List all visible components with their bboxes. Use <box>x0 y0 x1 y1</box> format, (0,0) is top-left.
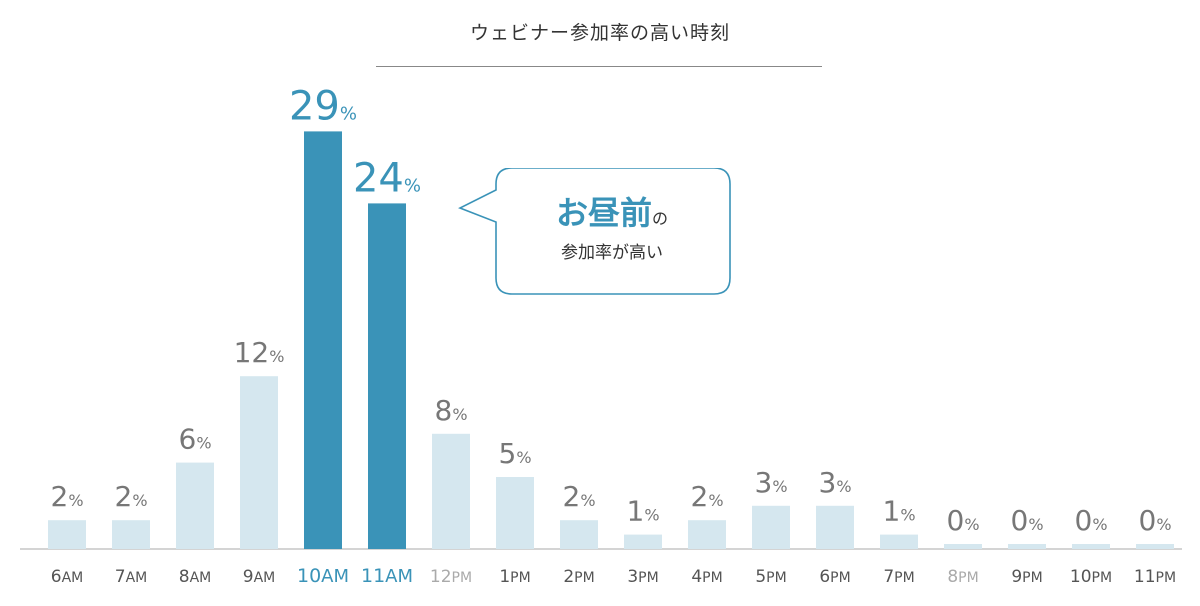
tick-label-6am: 6AM <box>51 567 83 587</box>
title-divider <box>376 66 822 67</box>
tick-label-4pm: 4PM <box>691 567 722 587</box>
data-label-8pm: 0% <box>946 504 979 537</box>
tick-label-8am: 8AM <box>179 567 211 587</box>
data-label-6pm: 3% <box>818 466 851 499</box>
tick-label-7am: 7AM <box>115 567 147 587</box>
data-label-1pm: 5% <box>498 437 531 470</box>
bar-9pm <box>1008 544 1046 549</box>
tick-label-10pm: 10PM <box>1070 567 1112 587</box>
callout-bubble <box>458 168 731 295</box>
bar-3pm <box>624 534 662 549</box>
data-label-7am: 2% <box>114 480 147 513</box>
bar-10am <box>304 131 342 549</box>
callout-line1: お昼前の <box>494 188 730 234</box>
data-label-7pm: 1% <box>882 495 915 528</box>
tick-label-7pm: 7PM <box>883 567 914 587</box>
data-label-2pm: 2% <box>562 480 595 513</box>
bar-12pm <box>432 433 470 549</box>
data-label-9pm: 0% <box>1010 504 1043 537</box>
bar-7pm <box>880 534 918 549</box>
bar-8am <box>176 462 214 549</box>
bar-8pm <box>944 544 982 549</box>
bar-1pm <box>496 477 534 549</box>
tick-label-5pm: 5PM <box>755 567 786 587</box>
bar-2pm <box>560 520 598 549</box>
callout-emphasis: お昼前 <box>555 194 652 232</box>
bar-7am <box>112 520 150 549</box>
bar-9am <box>240 376 278 549</box>
tick-label-8pm: 8PM <box>947 567 978 587</box>
bar-10pm <box>1072 544 1110 549</box>
data-label-10am: 29% <box>289 83 357 129</box>
tick-label-2pm: 2PM <box>563 567 594 587</box>
data-label-11am: 24% <box>353 155 421 201</box>
callout-particle: の <box>652 209 669 228</box>
data-label-11pm: 0% <box>1138 504 1171 537</box>
tick-label-12pm: 12PM <box>430 567 472 587</box>
tick-label-10am: 10AM <box>297 565 349 587</box>
tick-label-11am: 11AM <box>361 565 413 587</box>
tick-label-6pm: 6PM <box>819 567 850 587</box>
callout-text: お昼前の 参加率が高い <box>494 188 730 263</box>
bar-4pm <box>688 520 726 549</box>
bar-11am <box>368 203 406 549</box>
bar-6am <box>48 520 86 549</box>
data-label-12pm: 8% <box>434 394 467 427</box>
data-label-6am: 2% <box>50 480 83 513</box>
bar-6pm <box>816 505 854 549</box>
chart-title: ウェビナー参加率の高い時刻 <box>469 22 730 44</box>
tick-label-9pm: 9PM <box>1011 567 1042 587</box>
tick-label-1pm: 1PM <box>499 567 530 587</box>
callout-border <box>458 168 731 295</box>
tick-label-11pm: 11PM <box>1134 567 1176 587</box>
tick-label-3pm: 3PM <box>627 567 658 587</box>
data-label-4pm: 2% <box>690 480 723 513</box>
bar-5pm <box>752 505 790 549</box>
bar-11pm <box>1136 544 1174 549</box>
data-label-9am: 12% <box>234 336 285 369</box>
data-label-3pm: 1% <box>626 495 659 528</box>
data-label-5pm: 3% <box>754 466 787 499</box>
data-label-10pm: 0% <box>1074 504 1107 537</box>
tick-label-9am: 9AM <box>243 567 275 587</box>
data-label-8am: 6% <box>178 423 211 456</box>
callout-line2: 参加率が高い <box>561 243 663 263</box>
